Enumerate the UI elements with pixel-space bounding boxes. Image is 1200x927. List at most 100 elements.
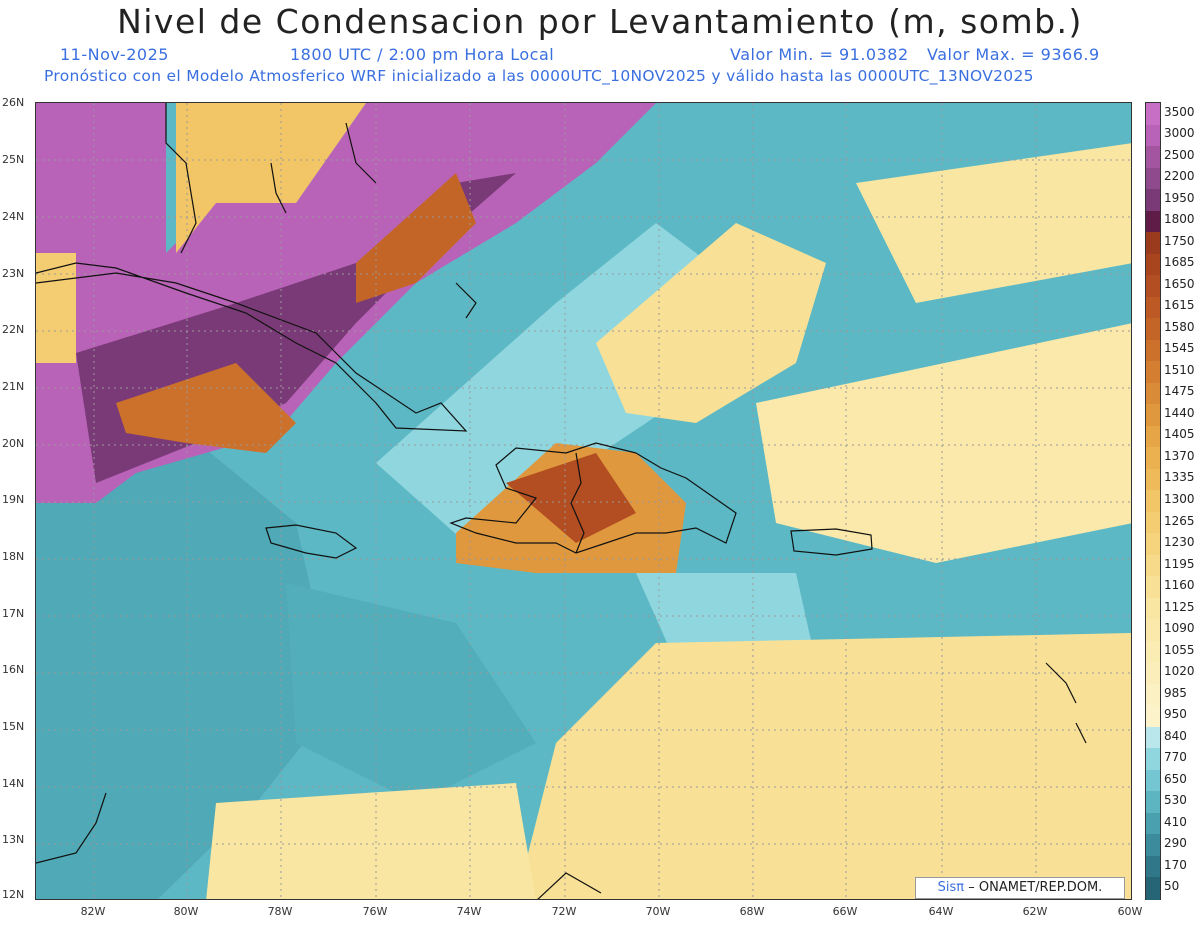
lat-label: 14N — [2, 777, 25, 790]
lat-label: 20N — [2, 437, 25, 450]
lon-label: 74W — [456, 905, 482, 918]
lat-label: 23N — [2, 267, 25, 280]
colorbar-cell — [1146, 146, 1160, 169]
lat-label: 17N — [2, 607, 25, 620]
colorbar-cell — [1146, 318, 1160, 341]
haiti-dr-border — [570, 452, 585, 554]
colorbar-tick-label: 1545 — [1164, 341, 1195, 356]
colorbar-cell — [1146, 404, 1160, 427]
colorbar-tick-label: 1580 — [1164, 319, 1195, 334]
colorbar-tick-label: 1685 — [1164, 255, 1195, 270]
lat-label: 16N — [2, 663, 25, 676]
map-panel — [35, 102, 1132, 900]
colorbar-tick-label: 1440 — [1164, 405, 1195, 420]
colorbar-tick-label: 290 — [1164, 836, 1187, 851]
lat-label: 26N — [2, 96, 25, 109]
field-dark-center — [286, 583, 536, 803]
colorbar-cell — [1146, 167, 1160, 190]
graticule — [36, 103, 1131, 899]
colorbar-tick-label: 1335 — [1164, 470, 1195, 485]
colorbar-tick-label: 50 — [1164, 879, 1180, 894]
colorbar-tick-label: 1020 — [1164, 664, 1195, 679]
colorbar — [1145, 102, 1161, 900]
colorbar-cell — [1146, 533, 1160, 556]
lon-label: 66W — [832, 905, 858, 918]
turks-caicos — [455, 282, 477, 319]
colorbar-cell — [1146, 253, 1160, 276]
colorbar-cell — [1146, 748, 1160, 771]
colorbar-tick-label: 1195 — [1164, 556, 1195, 571]
lat-label: 18N — [2, 550, 25, 563]
puerto-rico-coast — [790, 528, 873, 556]
colorbar-cell — [1146, 275, 1160, 298]
jamaica-coast — [265, 524, 358, 559]
colorbar-cell — [1146, 726, 1160, 749]
colorbar-cell — [1146, 425, 1160, 448]
field-yellow-florida — [176, 103, 366, 253]
colorbar-tick-label: 1055 — [1164, 642, 1195, 657]
central-america-coast — [36, 792, 107, 864]
field-light-east — [636, 573, 816, 663]
lat-label: 15N — [2, 720, 25, 733]
colorbar-cell — [1146, 877, 1160, 900]
colorbar-cell — [1146, 812, 1160, 836]
lat-label: 21N — [2, 380, 25, 393]
colorbar-tick-label: 1265 — [1164, 513, 1195, 528]
colorbar-tick-label: 410 — [1164, 814, 1187, 829]
lesser-antilles-2 — [1075, 722, 1087, 744]
colorbar-tick-label: 1160 — [1164, 578, 1195, 593]
colorbar-tick-label: 530 — [1164, 793, 1187, 808]
cuba-coast — [36, 262, 468, 432]
colorbar-cell — [1146, 339, 1160, 362]
sis-logo: Sisπ — [937, 880, 965, 895]
lat-label: 22N — [2, 323, 25, 336]
max-value-label: Valor Max. = 9366.9 — [927, 45, 1100, 64]
south-america-coast — [537, 872, 602, 899]
colorbar-tick-label: 3500 — [1164, 104, 1195, 119]
colorbar-tick-label: 1510 — [1164, 362, 1195, 377]
colorbar-tick-label: 1125 — [1164, 599, 1195, 614]
colorbar-cell — [1146, 791, 1160, 814]
field-dark-west — [36, 433, 336, 899]
lesser-antilles-1 — [1045, 662, 1077, 704]
lon-label: 68W — [739, 905, 765, 918]
colorbar-tick-label: 3000 — [1164, 126, 1195, 141]
lat-label: 25N — [2, 153, 25, 166]
colorbar-tick-label: 1475 — [1164, 384, 1195, 399]
bahamas-1 — [270, 162, 287, 214]
colorbar-tick-label: 2500 — [1164, 147, 1195, 162]
colorbar-tick-label: 1650 — [1164, 276, 1195, 291]
colorbar-tick-label: 1615 — [1164, 298, 1195, 313]
lon-label: 78W — [267, 905, 293, 918]
field-yellow-north — [596, 223, 826, 423]
colorbar-cell — [1146, 296, 1160, 319]
colorbar-cell — [1146, 640, 1160, 663]
colorbar-tick-label: 1230 — [1164, 535, 1195, 550]
field-orange-bahamas — [356, 173, 476, 303]
colorbar-tick-label: 985 — [1164, 685, 1187, 700]
lon-label: 62W — [1022, 905, 1048, 918]
lon-label: 60W — [1117, 905, 1143, 918]
lon-label: 72W — [551, 905, 577, 918]
colorbar-tick-label: 2200 — [1164, 169, 1195, 184]
field-yellow-east — [756, 323, 1131, 563]
colorbar-cell — [1146, 468, 1160, 491]
colorbar-tick-label: 1405 — [1164, 427, 1195, 442]
field-dark-orange-hispaniola — [506, 453, 636, 543]
colorbar-cell — [1146, 597, 1160, 620]
lon-label: 64W — [928, 905, 954, 918]
colorbar-cell — [1146, 232, 1160, 255]
lat-label: 13N — [2, 833, 25, 846]
credit-box: Sisπ – ONAMET/REP.DOM. — [915, 877, 1125, 899]
coastlines — [36, 103, 1087, 899]
colorbar-tick-label: 770 — [1164, 750, 1187, 765]
map-field — [36, 103, 1131, 899]
colorbar-cell — [1146, 683, 1160, 706]
time-label: 1800 UTC / 2:00 pm Hora Local — [290, 45, 555, 64]
date-label: 11-Nov-2025 — [60, 45, 169, 64]
colorbar-cell — [1146, 124, 1160, 147]
colorbar-cell — [1146, 554, 1160, 577]
colorbar-tick-label: 950 — [1164, 707, 1187, 722]
lat-label: 19N — [2, 493, 25, 506]
